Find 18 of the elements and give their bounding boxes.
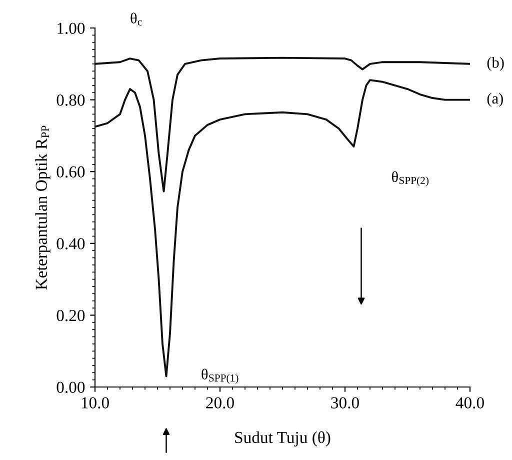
x-axis-title: Sudut Tuju (θ) <box>235 431 330 446</box>
x-tick-label: 20.0 <box>206 397 234 409</box>
y-tick-label: 0.60 <box>56 166 85 178</box>
x-tick-label: 10.0 <box>82 397 109 409</box>
y-tick-label: 1.00 <box>58 22 85 34</box>
y-tick-label: 0.00 <box>56 382 85 394</box>
annotation: θ$_{SPP(1)}$ <box>202 368 238 384</box>
y-axis-title: Keterpantulan Optik R$_{PP}$ <box>35 126 50 290</box>
x-tick-label: 40.0 <box>456 397 484 409</box>
series-label: (b) <box>487 56 504 71</box>
annotation: θ$_{c}$ <box>130 12 142 26</box>
annotation: θ$_{SPP(2)}$ <box>392 171 429 186</box>
x-tick-label: 30.0 <box>331 397 359 409</box>
y-tick-label: 0.80 <box>56 94 85 106</box>
y-tick-label: 0.40 <box>56 238 85 250</box>
y-tick-label: 0.20 <box>56 310 85 322</box>
line-series <box>95 56 470 192</box>
series-label: (a) <box>487 92 503 107</box>
